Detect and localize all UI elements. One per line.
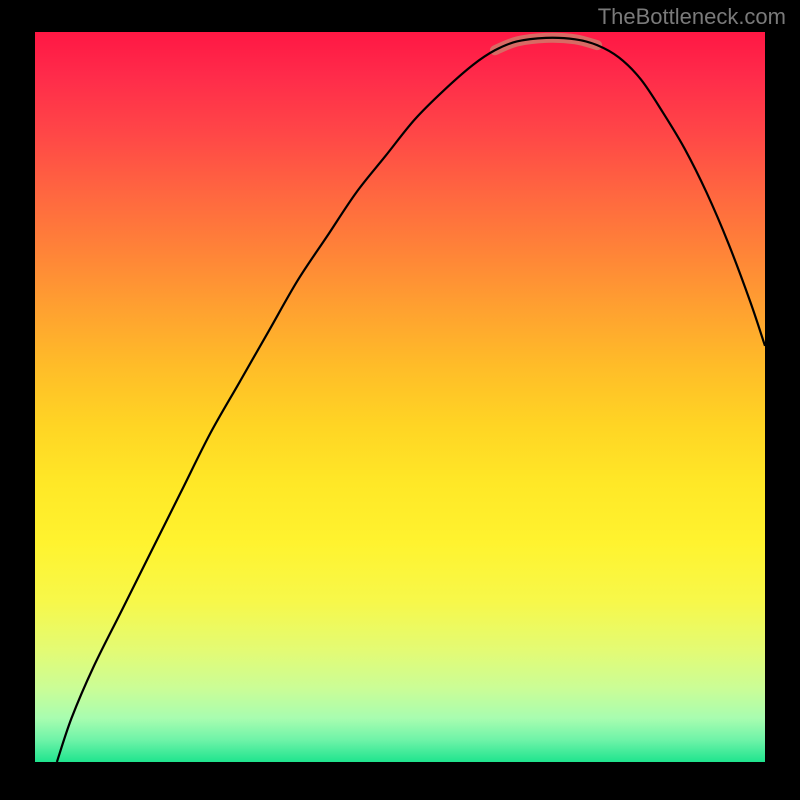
gradient-background	[35, 32, 765, 762]
chart-container: TheBottleneck.com	[0, 0, 800, 800]
plot-area	[35, 32, 765, 762]
watermark-text: TheBottleneck.com	[598, 4, 786, 30]
